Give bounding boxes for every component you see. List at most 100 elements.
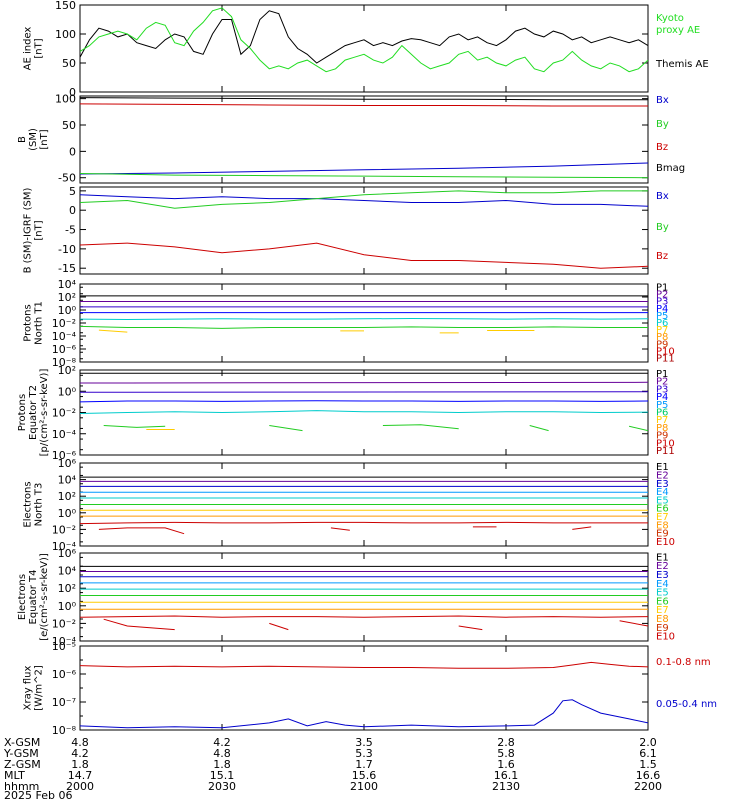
legend-entry: P4 <box>656 304 668 315</box>
legend-entry: P6 <box>656 408 668 419</box>
legend-entry: P7 <box>656 325 668 336</box>
y-axis-label: (SM) <box>28 128 39 151</box>
legend-entry: By <box>656 222 669 233</box>
axis-row-value: 5.8 <box>497 747 515 760</box>
y-tick-label: 10⁻² <box>52 617 76 630</box>
series-line <box>80 391 648 393</box>
y-tick-label: -50 <box>58 172 76 185</box>
legend-entry: E5 <box>656 588 669 599</box>
y-tick-label: 10⁻⁶ <box>52 668 77 681</box>
y-tick-label: 10² <box>58 582 76 595</box>
series-line <box>80 400 648 403</box>
legend-entry: P5 <box>656 400 668 411</box>
axis-row-value: 16.6 <box>636 769 661 782</box>
series-line <box>80 7 648 73</box>
y-tick-label: 10⁴ <box>58 474 77 487</box>
legend-entry: Bz <box>656 251 668 262</box>
legend-entry: E9 <box>656 623 669 634</box>
series-line <box>80 194 648 207</box>
axis-row-value: 1.7 <box>355 758 373 771</box>
panel-8: 10⁻⁸ 10⁻⁷ 10⁻⁶ 10⁻⁵ Xray flux [W/m^2] 0.1-0.8 … <box>23 640 718 737</box>
series-line <box>80 661 648 669</box>
y-axis-label: Equator T4 <box>28 570 39 625</box>
legend-entry: E7 <box>656 605 669 616</box>
series-line <box>572 526 592 530</box>
legend-entry: Bmag <box>656 163 685 174</box>
legend-entry: E3 <box>656 479 669 490</box>
axis-row-value: 2030 <box>208 780 236 793</box>
y-tick-label: 10² <box>58 364 76 377</box>
y-axis-label: [W/m^2] <box>34 665 45 711</box>
y-axis-label: Electrons <box>17 574 28 620</box>
series-line <box>80 381 648 384</box>
axis-row-value: 2000 <box>66 780 94 793</box>
axis-row-value: 4.8 <box>213 747 231 760</box>
legend-entry: P9 <box>656 339 668 350</box>
y-tick-label: 10⁰ <box>58 385 77 398</box>
series-line <box>80 103 648 107</box>
y-tick-label: 10⁻⁴ <box>52 330 77 343</box>
legend-entry: E6 <box>656 504 669 515</box>
y-tick-label: 10⁰ <box>58 600 77 613</box>
y-axis-label: B (SM)-IGRF (SM) <box>23 188 34 274</box>
y-tick-label: 10⁶ <box>58 547 77 560</box>
legend-entry: P3 <box>656 384 668 395</box>
axis-row-value: 3.5 <box>355 736 373 749</box>
legend-entry: E1 <box>656 462 669 473</box>
y-tick-label: 100 <box>55 28 76 41</box>
axis-row-label: hhmm <box>4 780 39 793</box>
axis-row-label: Z-GSM <box>4 758 41 771</box>
axis-row-value: 2.0 <box>639 736 657 749</box>
series-line <box>80 699 648 729</box>
legend-entry: E4 <box>656 579 669 590</box>
panel-5: 10⁻⁶ 10⁻⁴ 10⁻² 10⁰ 10² Protons Equator T2 [p/(c… <box>17 364 675 462</box>
legend-entry: 0.05-0.4 nm <box>656 699 717 710</box>
series-line <box>80 317 648 321</box>
series-line <box>80 242 648 269</box>
y-tick-label: 10⁻² <box>52 317 76 330</box>
y-tick-label: 10² <box>58 490 76 503</box>
axis-row-value: 16.1 <box>494 769 519 782</box>
axis-row-value: 14.7 <box>68 769 93 782</box>
series-line <box>269 425 303 432</box>
y-axis-label: B <box>17 136 28 143</box>
series-line <box>98 329 128 333</box>
legend-entry: P2 <box>656 377 668 388</box>
y-tick-label: 10⁻⁴ <box>52 428 77 441</box>
y-tick-label: 10⁻⁵ <box>52 640 76 653</box>
legend-entry: E9 <box>656 529 669 540</box>
axis-row-value: 6.1 <box>639 747 657 760</box>
legend-entry: Themis AE <box>655 59 709 70</box>
legend-entry: E5 <box>656 495 669 506</box>
series-line <box>80 162 648 175</box>
series-line <box>269 622 289 631</box>
legend-entry: P7 <box>656 415 668 426</box>
y-tick-label: 10⁻² <box>52 407 76 420</box>
series-line <box>619 620 648 627</box>
y-tick-label: -15 <box>58 262 76 275</box>
y-axis-label: Protons <box>23 304 34 341</box>
y-axis-label: Electrons <box>23 481 34 527</box>
legend-entry: proxy AE <box>656 25 700 36</box>
legend-entry: P9 <box>656 431 668 442</box>
series-line <box>80 10 648 64</box>
axis-row-value: 1.8 <box>213 758 231 771</box>
axis-row-value: 4.2 <box>71 747 89 760</box>
legend-entry: E10 <box>656 632 675 643</box>
legend-entry: E8 <box>656 614 669 625</box>
axis-row-value: 5.3 <box>355 747 373 760</box>
legend-entry: E10 <box>656 537 675 548</box>
legend-entry: 0.1-0.8 nm <box>656 657 711 668</box>
y-tick-label: 0 <box>69 145 76 158</box>
y-tick-label: 10⁻⁶ <box>52 449 77 462</box>
y-axis-label: [nT] <box>39 129 50 149</box>
date-label: 2025 Feb 06 <box>4 789 72 800</box>
y-tick-label: 10⁰ <box>58 304 77 317</box>
y-axis-label: North T3 <box>34 483 45 527</box>
y-tick-label: 10⁰ <box>58 507 77 520</box>
y-axis-label: [nT] <box>34 220 45 240</box>
legend-entry: E6 <box>656 596 669 607</box>
series-line <box>458 625 483 631</box>
